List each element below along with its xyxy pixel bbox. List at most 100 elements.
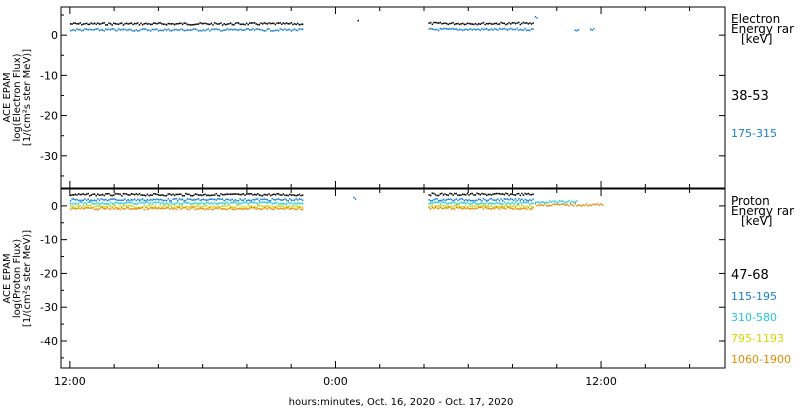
data-point [273,208,275,210]
data-point [161,194,163,196]
data-point [297,194,299,196]
data-point [506,198,509,200]
data-point [487,29,489,31]
data-point [244,201,246,204]
data-point [149,207,152,209]
data-point [119,208,121,211]
data-point [82,29,85,31]
data-point [133,193,136,196]
data-point [292,29,294,31]
data-point [446,27,448,30]
data-point [233,28,235,31]
data-point [225,23,227,26]
data-point [482,202,485,205]
data-point [93,193,96,195]
data-point [221,205,224,207]
data-point [71,23,73,25]
data-point [263,193,265,196]
data-point [205,204,208,207]
data-point [287,207,289,209]
data-point [156,201,158,204]
data-point [454,208,456,210]
data-point [82,23,85,25]
data-point [225,202,227,204]
data-point [486,205,488,207]
data-point [210,201,213,204]
data-point [455,192,457,195]
data-point [201,22,203,25]
data-point [228,29,230,31]
data-point [193,28,195,30]
data-point [229,193,232,195]
data-point [113,208,115,210]
data-point [185,29,187,32]
data-point [201,194,203,197]
data-point [545,201,548,204]
data-point [197,204,200,207]
data-point [106,193,109,195]
data-point [244,207,246,210]
data-point [261,23,264,25]
data-point [229,205,232,208]
data-point [457,203,459,205]
data-point [484,198,486,201]
data-point [463,207,465,209]
data-point [159,194,161,197]
data-point [482,197,485,200]
series-2 [69,196,534,202]
data-point [138,192,141,195]
data-point [252,198,254,201]
data-point [84,201,86,204]
data-point [530,202,533,205]
data-point [430,27,432,30]
data-point [165,194,168,197]
series-1 [69,192,534,197]
data-point [249,205,251,208]
data-point [93,202,96,205]
data-point [526,201,528,204]
data-point [447,206,449,209]
y-axis-title-line: log(Proton Flux) [12,239,23,318]
data-point [253,205,256,208]
data-point [495,205,497,208]
legend-title-line: Energy rar [731,22,794,36]
data-point [449,22,451,25]
data-point [295,205,297,208]
data-point [436,28,438,31]
data-point [569,201,572,204]
data-point [93,208,96,211]
data-point [71,203,73,206]
data-point [577,204,580,206]
data-point [77,193,80,195]
data-point [221,24,224,26]
data-point [271,22,273,25]
data-point [204,29,206,32]
data-point [574,203,577,205]
data-point [478,28,480,31]
data-point [109,23,112,25]
data-point [486,207,488,209]
data-point [295,198,297,200]
data-point [98,205,101,207]
data-point [87,29,89,31]
data-point [290,199,293,201]
legend-entry: 38-53 [731,89,769,104]
data-point [231,29,233,31]
data-point [519,194,521,197]
data-point [162,194,165,197]
data-point [268,199,270,202]
data-point [450,208,453,210]
data-point [511,207,513,210]
data-point [242,29,245,32]
data-point [165,207,168,209]
data-point [74,193,77,196]
data-point [170,200,173,202]
data-point [103,206,105,208]
data-point [156,23,158,25]
data-point [177,23,179,25]
data-point [494,22,496,25]
data-point [210,194,213,197]
data-point [98,199,101,202]
data-point [76,202,78,205]
data-point [212,194,214,196]
